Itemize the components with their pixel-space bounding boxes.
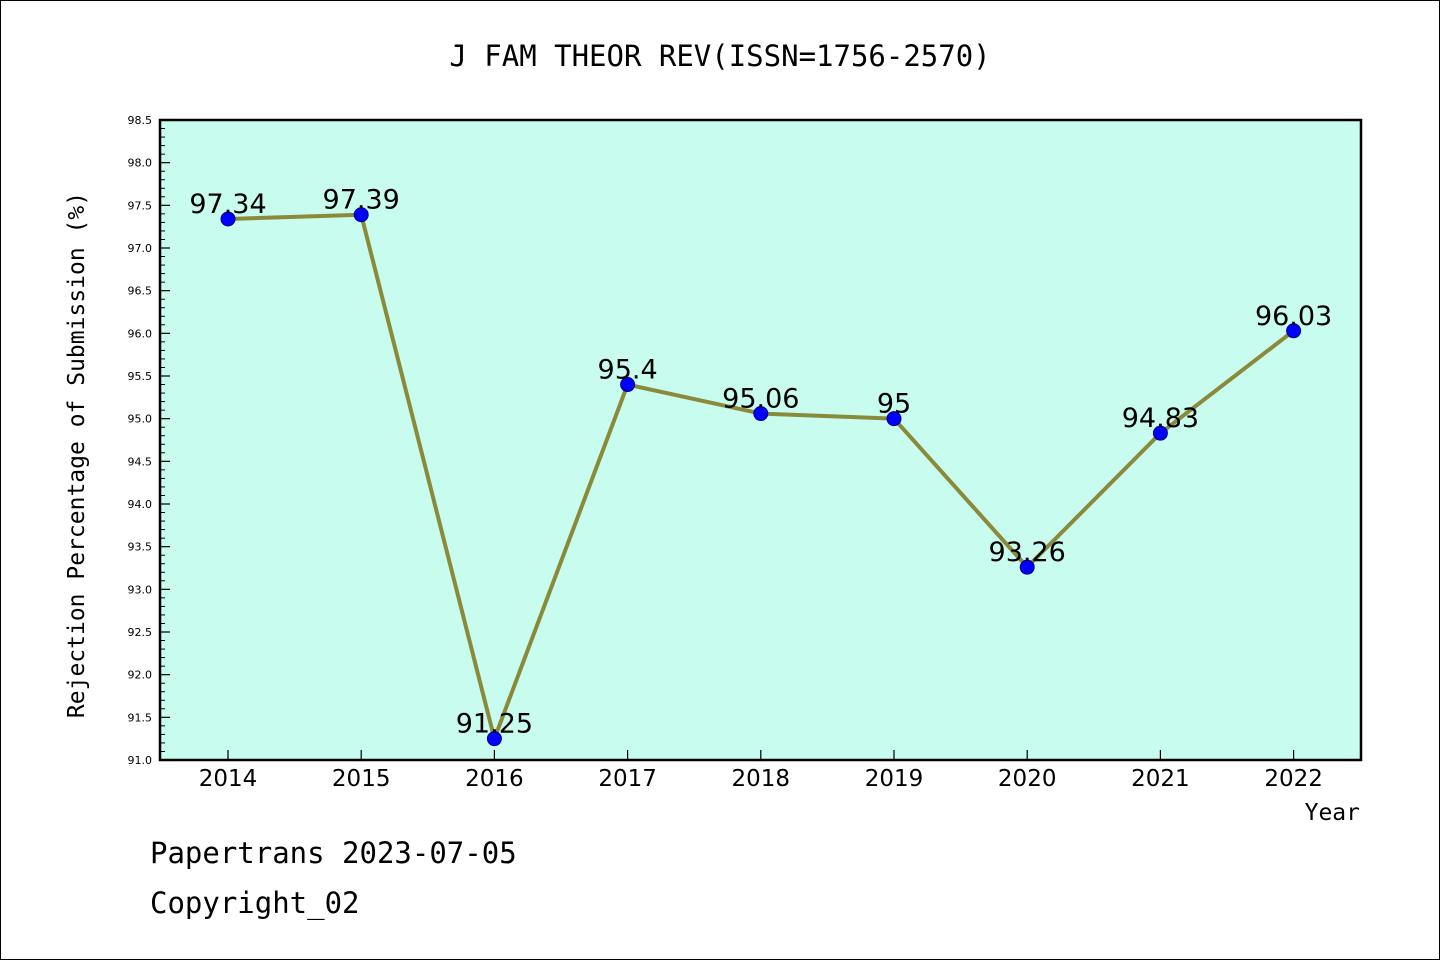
x-tick-label: 2022 bbox=[1264, 766, 1323, 792]
x-axis: 2014 2015 2016 2017 2018 2019 2020 2021 2022 bbox=[199, 750, 1323, 792]
data-label: 93.26 bbox=[989, 537, 1066, 568]
y-tick-label: 92.5 bbox=[128, 626, 153, 639]
y-tick-label: 95.0 bbox=[128, 413, 153, 426]
data-point bbox=[1152, 425, 1168, 441]
data-label: 91.25 bbox=[456, 709, 533, 740]
x-tick-label: 2019 bbox=[865, 766, 924, 792]
y-tick-label: 93.0 bbox=[128, 583, 153, 596]
data-point bbox=[886, 411, 902, 427]
y-axis-title: Rejection Percentage of Submission (%) bbox=[64, 192, 90, 718]
y-tick-label: 91.0 bbox=[128, 754, 153, 767]
chart-title: J FAM THEOR REV(ISSN=1756-2570) bbox=[449, 39, 990, 73]
y-tick-label: 91.5 bbox=[128, 711, 153, 724]
y-axis: 91.0 91.5 92.0 92.5 93.0 93.5 94.0 94.5 95.0 95.5… bbox=[128, 114, 170, 767]
series-layer: 97.34 97.39 91.25 95.4 95.06 95 93.26 94.83 96.0… bbox=[189, 185, 1332, 747]
x-tick-label: 2017 bbox=[598, 766, 657, 792]
x-tick-label: 2014 bbox=[199, 766, 258, 792]
data-point bbox=[1019, 559, 1035, 575]
footer-date: Papertrans 2023-07-05 bbox=[150, 836, 517, 870]
y-tick-label: 95.5 bbox=[128, 370, 153, 383]
data-label: 96.03 bbox=[1255, 301, 1332, 332]
x-tick-label: 2016 bbox=[465, 766, 524, 792]
x-tick-label: 2020 bbox=[998, 766, 1057, 792]
data-label: 97.39 bbox=[323, 185, 400, 216]
data-label: 94.83 bbox=[1122, 403, 1199, 434]
y-tick-label: 96.0 bbox=[128, 327, 153, 340]
data-label: 95 bbox=[877, 389, 911, 420]
data-point bbox=[220, 211, 236, 227]
data-label: 97.34 bbox=[189, 189, 266, 220]
y-tick-label: 97.0 bbox=[128, 242, 153, 255]
data-label: 95.06 bbox=[722, 384, 799, 415]
y-tick-label: 94.0 bbox=[128, 498, 153, 511]
data-point bbox=[753, 406, 769, 422]
data-point bbox=[353, 207, 369, 223]
x-tick-label: 2021 bbox=[1131, 766, 1190, 792]
data-label: 95.4 bbox=[598, 355, 658, 386]
y-tick-label: 97.5 bbox=[128, 199, 153, 212]
y-tick-label: 96.5 bbox=[128, 285, 153, 298]
y-tick-label: 92.0 bbox=[128, 669, 153, 682]
y-tick-label: 98.0 bbox=[128, 157, 153, 170]
footer-copyright: Copyright_02 bbox=[150, 886, 360, 920]
y-tick-label: 93.5 bbox=[128, 541, 153, 554]
y-tick-label: 98.5 bbox=[128, 114, 153, 127]
x-axis-title: Year bbox=[1305, 800, 1360, 826]
data-point bbox=[486, 731, 502, 747]
x-tick-label: 2015 bbox=[332, 766, 391, 792]
y-tick-label: 94.5 bbox=[128, 455, 153, 468]
data-point bbox=[620, 377, 636, 393]
x-tick-label: 2018 bbox=[732, 766, 791, 792]
data-point bbox=[1286, 323, 1302, 339]
